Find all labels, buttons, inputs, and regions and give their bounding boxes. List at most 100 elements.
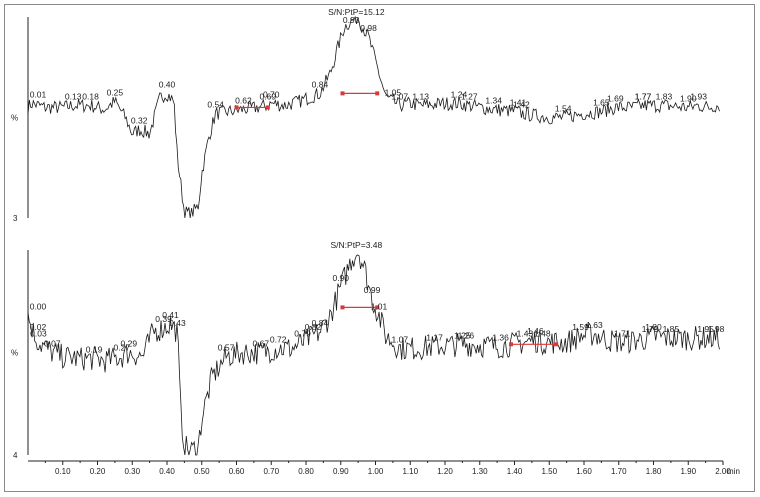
top-peak-width-end-1 <box>375 91 380 96</box>
x-axis: 0.10 0.20 0.30 0.40 0.50 0.60 0.70 0.80 0.90 1.00… <box>28 460 740 476</box>
bot-peak-label: 0.84 <box>312 318 329 328</box>
top-peak-label: 1.42 <box>513 99 530 109</box>
x-axis-tick-label: 0.20 <box>90 467 106 476</box>
chromatogram-svg: % 3 S/N:PtP=15.12 0.01 0.13 0.18 0.25 0.32 0.… <box>11 7 740 476</box>
bot-peak-label: 0.82 <box>305 322 322 332</box>
top-peak-label: 0.70 <box>263 89 280 99</box>
bot-peak-label: 1.98 <box>708 324 725 334</box>
top-y-axis-label: % <box>11 114 18 123</box>
bot-peak-label: 0.72 <box>270 334 287 344</box>
top-peak-label: 0.62 <box>235 95 252 105</box>
bot-peak-label: 0.29 <box>121 339 138 349</box>
top-trace-line <box>27 15 720 219</box>
x-axis-tick-label: 0.80 <box>298 467 314 476</box>
top-peak-label: 0.54 <box>207 99 224 109</box>
top-peak-label: 1.83 <box>656 91 673 101</box>
top-peak-label: 0.40 <box>159 79 176 89</box>
bottom-trace-group <box>27 254 720 456</box>
x-axis-tick-label: 1.10 <box>402 467 418 476</box>
bot-peak-label: 1.46 <box>527 326 544 336</box>
bot-trace-line <box>27 254 720 456</box>
x-axis-unit-label: min <box>727 467 740 476</box>
top-peak-label: 1.07 <box>392 91 409 101</box>
top-peak-label: 1.77 <box>635 91 652 101</box>
top-peak-label: 0.01 <box>30 89 47 99</box>
x-axis-tick-label: 1.50 <box>541 467 557 476</box>
top-signal-to-noise-label: S/N:PtP=15.12 <box>328 7 385 17</box>
top-peak-label: 1.41 <box>510 97 527 107</box>
top-panel: % 3 S/N:PtP=15.12 0.01 0.13 0.18 0.25 0.32 0.… <box>11 7 720 223</box>
bot-peak-label: 1.85 <box>663 324 680 334</box>
bot-peak-label: 1.80 <box>645 322 662 332</box>
bot-noise-end-1 <box>554 342 559 347</box>
bot-peak-label: 0.79 <box>294 328 311 338</box>
top-peak-label: 0.98 <box>360 23 377 33</box>
bot-peak-label: 1.71 <box>614 328 631 338</box>
bot-peak-label: 1.79 <box>642 324 659 334</box>
top-peak-label: 1.54 <box>555 104 572 114</box>
bot-peak-label: 1.25 <box>454 330 471 340</box>
x-axis-tick-label: 1.20 <box>437 467 453 476</box>
top-peak-label: 0.32 <box>131 116 148 126</box>
top-y-min-label: 3 <box>13 214 18 223</box>
x-axis-tick-label: 0.70 <box>263 467 279 476</box>
top-noise-markers <box>234 91 380 110</box>
bot-peak-label: 0.02 <box>30 322 47 332</box>
top-peak-label: 0.13 <box>65 91 82 101</box>
bot-peak-label: 0.03 <box>30 328 47 338</box>
top-peak-label: 1.77 <box>635 91 652 101</box>
x-axis-tick-label: 0.30 <box>124 467 140 476</box>
x-axis-tick-label: 0.10 <box>55 467 71 476</box>
x-axis-tick-label: 0.50 <box>194 467 210 476</box>
x-axis-tick-label: 1.40 <box>507 467 523 476</box>
top-peak-label: 0.25 <box>107 87 124 97</box>
top-peak-label: 0.93 <box>343 15 360 25</box>
x-axis-tick-label: 1.30 <box>472 467 488 476</box>
top-peak-label: 1.13 <box>412 91 429 101</box>
x-axis-ticks: 0.10 0.20 0.30 0.40 0.50 0.60 0.70 0.80 0.90 1.00… <box>44 461 731 476</box>
top-peak-label: 0.69 <box>260 91 277 101</box>
x-axis-tick-label: 1.00 <box>368 467 384 476</box>
bot-peak-label: 1.26 <box>458 330 475 340</box>
bot-peak-label: 1.17 <box>426 332 443 342</box>
bot-noise-end-0 <box>509 342 514 347</box>
top-peak-label: 1.93 <box>690 91 707 101</box>
top-noise-end-0 <box>234 105 239 110</box>
top-peak-label: 1.27 <box>461 91 478 101</box>
bottom-y-min-label: 4 <box>13 451 18 460</box>
top-peak-label: 1.90 <box>680 93 697 103</box>
top-peak-label: 1.05 <box>385 87 402 97</box>
top-peak-label: 1.24 <box>451 89 468 99</box>
bot-peak-label: 1.43 <box>517 328 534 338</box>
chromatogram-figure: % 3 S/N:PtP=15.12 0.01 0.13 0.18 0.25 0.32 0.… <box>4 4 755 492</box>
top-trace-group <box>27 15 720 219</box>
bottom-peak-labels: 0.00 0.020.030.07 0.19 0.270.29 0.390.410.43… <box>30 273 725 355</box>
bot-peak-label: 0.90 <box>332 273 349 283</box>
bot-peak-label: 0.07 <box>44 339 61 349</box>
bot-peak-label: 1.01 <box>371 302 388 312</box>
bot-peak-label: 0.67 <box>253 339 270 349</box>
top-peak-label: 1.69 <box>607 93 624 103</box>
top-noise-end-1 <box>265 105 270 110</box>
bot-peak-label: 1.36 <box>492 332 509 342</box>
x-axis-tick-label: 1.90 <box>680 467 696 476</box>
bot-peak-label: 0.39 <box>155 314 172 324</box>
bottom-panel: % 4 S/N:PtP=3.48 0.00 0.020.030.07 0.19 0.2… <box>11 240 725 460</box>
bot-peak-label: 0.57 <box>218 343 235 353</box>
bot-peak-label: 0.00 <box>30 302 47 312</box>
bot-peak-label: 0.41 <box>162 310 179 320</box>
x-axis-tick-label: 1.70 <box>611 467 627 476</box>
bot-peak-label: 0.19 <box>86 345 103 355</box>
bot-peak-width-end-0 <box>340 305 345 310</box>
x-axis-tick-label: 1.60 <box>576 467 592 476</box>
bottom-noise-markers <box>340 305 559 347</box>
x-axis-tick-label: 0.60 <box>229 467 245 476</box>
bot-peak-label: 0.99 <box>364 285 381 295</box>
bot-peak-label: 1.59 <box>572 322 589 332</box>
bottom-signal-to-noise-label: S/N:PtP=3.48 <box>331 240 383 250</box>
top-peak-label: 0.84 <box>312 79 329 89</box>
top-peak-label: 0.18 <box>82 91 99 101</box>
bot-peak-label: 0.43 <box>169 318 186 328</box>
bot-peak-label: 1.63 <box>586 320 603 330</box>
top-peak-label: 1.34 <box>485 95 502 105</box>
